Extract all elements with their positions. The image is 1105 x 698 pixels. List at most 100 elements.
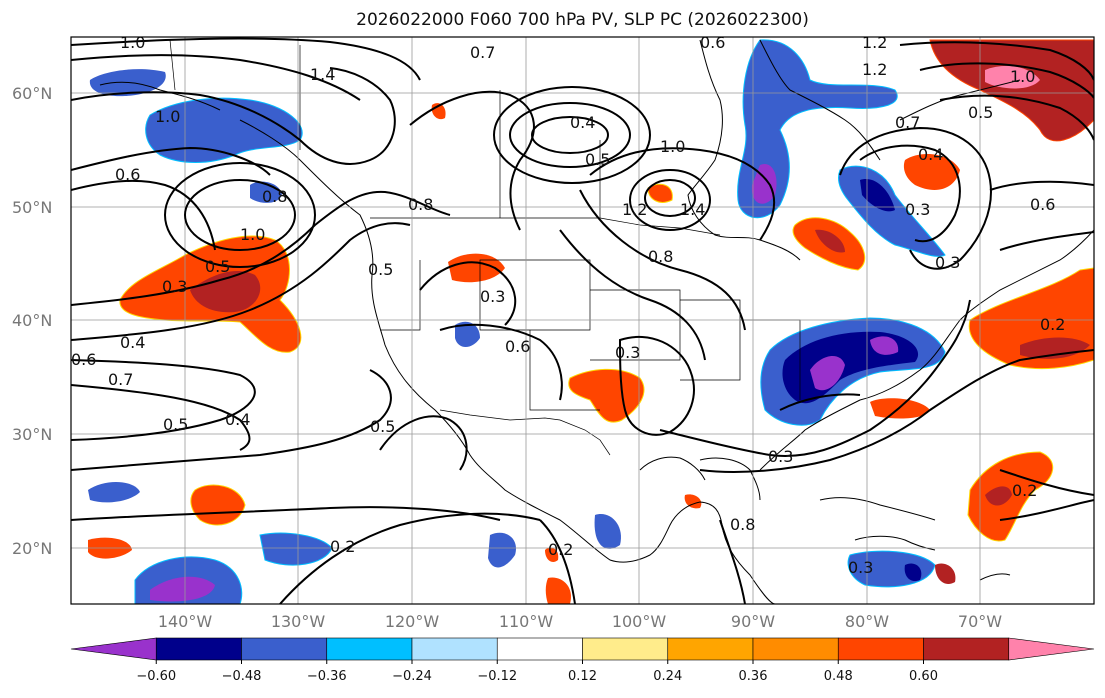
contour-label: 0.8 [730, 515, 755, 534]
lon-label: 70°W [958, 612, 1002, 631]
contour-label: 0.5 [585, 150, 610, 169]
pv-negative-region [737, 39, 898, 219]
contour-label: 0.6 [115, 165, 140, 184]
pv-positive-region [545, 547, 559, 562]
contour-label: 0.5 [205, 257, 230, 276]
contour-label: 0.2 [1040, 315, 1065, 334]
lat-label: 60°N [12, 84, 52, 103]
colorbar-tick-label: 0.48 [824, 669, 853, 684]
lat-label: 20°N [12, 539, 52, 558]
lon-label: 110°W [499, 612, 554, 631]
colorbar-tick-label: 0.12 [568, 669, 597, 684]
colorbar-segment [1008, 637, 1095, 661]
contour-label: 1.2 [862, 60, 887, 79]
contour-label: 0.6 [71, 350, 96, 369]
colorbar-segment [241, 637, 328, 661]
colorbar-tick-label: −0.48 [222, 669, 262, 684]
colorbar-segment [582, 637, 669, 661]
contour-label: 0.8 [408, 195, 433, 214]
pv-negative-region [455, 321, 480, 347]
lon-label: 80°W [845, 612, 889, 631]
lon-label: 130°W [271, 612, 326, 631]
colorbar-tick-label: 0.24 [653, 669, 682, 684]
contour-label: 0.6 [505, 337, 530, 356]
colorbar-labels: −0.60 −0.48 −0.36 −0.24 −0.12 0.12 0.24 0.36 0.4… [136, 660, 938, 684]
pv-negative-region [594, 514, 621, 549]
colorbar-segment [923, 637, 1010, 661]
contour-label: 0.5 [163, 415, 188, 434]
contour-label: 0.4 [570, 113, 595, 132]
map-frame [70, 36, 1095, 605]
colorbar-segment [155, 637, 242, 661]
pv-negative-region [488, 532, 516, 568]
contour-label: 0.8 [648, 247, 673, 266]
contour-label: 0.3 [848, 558, 873, 577]
contour-label: 1.2 [862, 33, 887, 52]
contour-label: 0.5 [368, 260, 393, 279]
colorbar-tick-label: −0.36 [307, 669, 347, 684]
pv-negative-core [810, 355, 845, 391]
colorbar-tick-label: −0.60 [136, 669, 176, 684]
contour-label: 0.4 [120, 333, 145, 352]
pv-negative-core [904, 563, 922, 582]
pv-positive-region [448, 253, 505, 283]
contour-label: 0.8 [262, 187, 287, 206]
pv-negative-core [860, 179, 895, 212]
lon-label: 120°W [385, 612, 440, 631]
colorbar-segment [837, 637, 924, 661]
pv-positive-region [929, 39, 1094, 142]
contour-label: 0.3 [162, 277, 187, 296]
pv-positive-core [985, 486, 1012, 506]
pv-positive-region [935, 563, 956, 585]
contour-label: 0.7 [470, 43, 495, 62]
contour-label: 0.5 [370, 417, 395, 436]
colorbar-segment [70, 637, 157, 661]
contour-label: 0.3 [905, 200, 930, 219]
pv-positive-region [545, 577, 571, 604]
pv-negative-core [150, 576, 215, 602]
contour-label: 0.6 [700, 33, 725, 52]
coastlines [99, 39, 1094, 604]
contour-label: 0.2 [1012, 481, 1037, 500]
pv-positive-region [647, 183, 673, 203]
colorbar-tick-label: 0.36 [739, 669, 768, 684]
colorbar-tick-label: −0.24 [392, 669, 432, 684]
pv-negative-region [88, 481, 140, 503]
pv-positive-core [985, 65, 1040, 89]
pv-positive-region [190, 484, 246, 526]
contour-label: 0.3 [768, 447, 793, 466]
pv-positive-region [684, 494, 702, 509]
pv-negative-core [751, 164, 777, 204]
lat-label: 30°N [12, 425, 52, 444]
map-title: 2026022000 F060 700 hPa PV, SLP PC (2026… [356, 10, 809, 30]
contour-label: 0.7 [108, 370, 133, 389]
contour-label: 0.6 [1030, 195, 1055, 214]
colorbar-segment [667, 637, 754, 661]
colorbar-segment [752, 637, 839, 661]
colorbar-segment [496, 637, 583, 661]
latitude-labels: 60°N 50°N 40°N 30°N 20°N [12, 84, 52, 558]
contour-label: 1.0 [1010, 67, 1035, 86]
colorbar-segment [411, 637, 498, 661]
colorbar [70, 637, 1095, 661]
pv-positive-core [190, 270, 261, 313]
lat-label: 50°N [12, 198, 52, 217]
lon-label: 100°W [612, 612, 667, 631]
contour-label: 1.0 [660, 137, 685, 156]
contour-label: 1.2 [622, 200, 647, 219]
slp-contours [71, 37, 1094, 604]
contour-label: 1.4 [310, 65, 335, 84]
pv-positive-region [903, 154, 960, 190]
contour-label: 1.0 [155, 107, 180, 126]
contour-label: 0.7 [895, 113, 920, 132]
colorbar-tick-label: 0.60 [909, 669, 938, 684]
graticule [71, 37, 1094, 604]
lon-label: 90°W [731, 612, 775, 631]
contour-label: 0.4 [918, 145, 943, 164]
contour-label: 0.3 [935, 253, 960, 272]
contour-label: 1.4 [680, 200, 705, 219]
longitude-labels: 140°W 130°W 120°W 110°W 100°W 90°W 80°W … [158, 612, 1002, 631]
contour-label: 1.0 [240, 225, 265, 244]
pv-positive-core [815, 229, 845, 253]
